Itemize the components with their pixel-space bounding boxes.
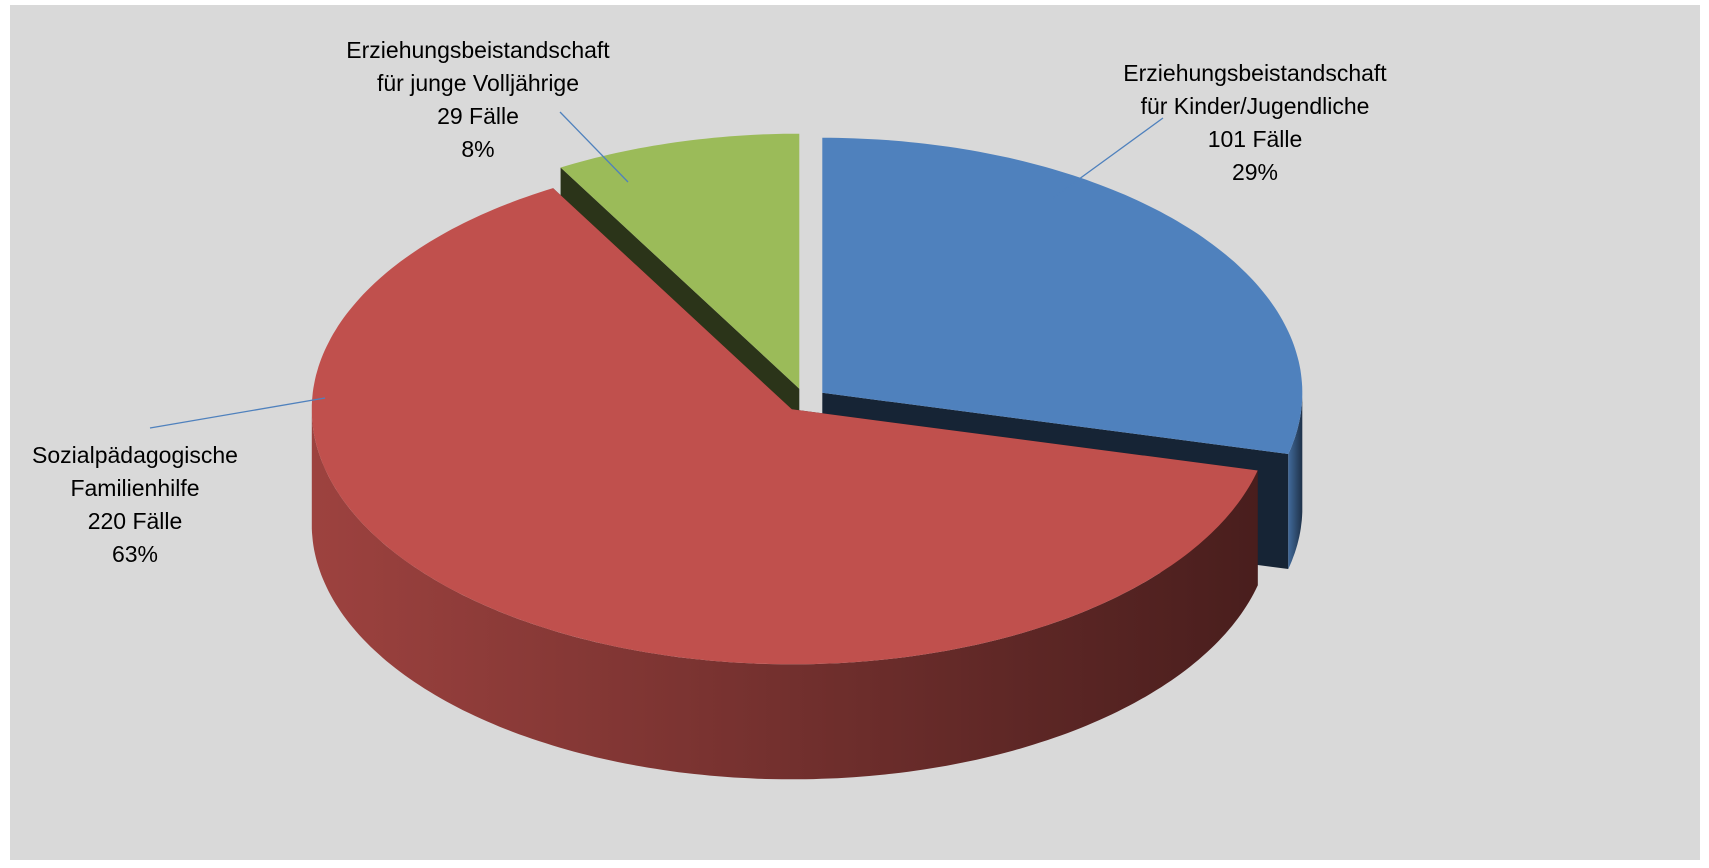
data-label: Erziehungsbeistandschaft bbox=[346, 37, 610, 63]
slice-wall bbox=[1288, 392, 1303, 569]
slice-wall bbox=[311, 409, 1258, 780]
data-label: 29% bbox=[1232, 159, 1278, 185]
leader-line bbox=[559, 111, 629, 183]
data-label: Sozialpädagogische bbox=[32, 442, 238, 468]
data-label: 63% bbox=[112, 541, 158, 567]
slice-top bbox=[560, 133, 800, 389]
data-label: 220 Fälle bbox=[88, 508, 183, 534]
data-label: Erziehungsbeistandschaft bbox=[1123, 60, 1387, 86]
data-label: 29 Fälle bbox=[437, 103, 519, 129]
leader-line bbox=[1052, 117, 1164, 199]
slice bbox=[311, 188, 1258, 780]
slice-top bbox=[822, 137, 1303, 455]
slice-top bbox=[311, 188, 1258, 665]
data-label: 8% bbox=[461, 136, 494, 162]
data-label: für Kinder/Jugendliche bbox=[1141, 93, 1370, 119]
data-label: Familienhilfe bbox=[70, 475, 199, 501]
data-label: 101 Fälle bbox=[1208, 126, 1303, 152]
leader-line bbox=[149, 397, 326, 429]
data-label: für junge Volljährige bbox=[377, 70, 579, 96]
